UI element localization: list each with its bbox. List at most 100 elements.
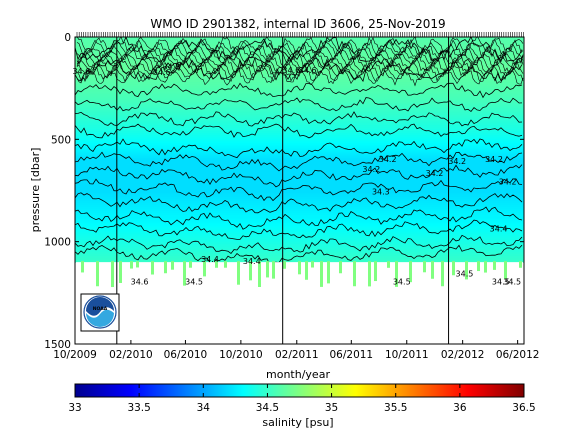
profile-tick-marks bbox=[76, 32, 524, 37]
salinity-band bbox=[75, 237, 524, 241]
x-axis-label: month/year bbox=[266, 368, 330, 381]
contour-line bbox=[75, 82, 523, 99]
salinity-band bbox=[75, 182, 524, 185]
partial-profile bbox=[305, 261, 308, 280]
partial-profile bbox=[409, 261, 412, 283]
salinity-band bbox=[75, 174, 524, 177]
salinity-band bbox=[75, 229, 524, 233]
salinity-band bbox=[75, 116, 524, 120]
contour-line bbox=[75, 123, 523, 139]
salinity-band bbox=[75, 51, 524, 54]
salinity-band bbox=[75, 131, 524, 134]
contour-label: 34.6 bbox=[299, 66, 317, 75]
partial-profile bbox=[484, 261, 487, 273]
salinity-band bbox=[75, 245, 524, 249]
salinity-band bbox=[75, 170, 524, 173]
partial-profile bbox=[452, 261, 455, 276]
salinity-band bbox=[75, 90, 524, 93]
partial-profile bbox=[136, 261, 139, 268]
salinity-band bbox=[75, 180, 524, 183]
partial-profile bbox=[504, 261, 507, 280]
salinity-band bbox=[75, 198, 524, 202]
partial-profile bbox=[249, 261, 252, 281]
salinity-band bbox=[75, 167, 524, 171]
salinity-band bbox=[75, 57, 524, 61]
partial-profile bbox=[283, 261, 286, 269]
salinity-band bbox=[75, 108, 524, 112]
colorbar-gradient bbox=[74, 383, 525, 398]
salinity-band bbox=[75, 59, 524, 63]
partial-profile bbox=[272, 261, 275, 279]
contour-label: 34.5 bbox=[492, 278, 510, 287]
salinity-band bbox=[75, 241, 524, 245]
partial-profile bbox=[519, 261, 522, 268]
salinity-band bbox=[75, 55, 524, 59]
svg-text:NOAA: NOAA bbox=[93, 306, 108, 312]
contour-label: 34.5 bbox=[456, 269, 474, 278]
x-tick-label: 06/2011 bbox=[329, 349, 373, 361]
partial-profile bbox=[164, 261, 167, 274]
salinity-band bbox=[75, 231, 524, 235]
contour-label: 34.2 bbox=[362, 165, 380, 174]
salinity-band bbox=[75, 206, 524, 210]
salinity-band bbox=[75, 163, 524, 167]
salinity-band bbox=[75, 63, 524, 67]
contour-line bbox=[75, 151, 523, 172]
salinity-band bbox=[75, 135, 524, 138]
colorbar-tick-label: 36 bbox=[453, 402, 467, 414]
partial-profile bbox=[477, 261, 480, 272]
salinity-band bbox=[75, 125, 524, 128]
salinity-band bbox=[75, 239, 524, 243]
partial-profile bbox=[96, 261, 99, 287]
partial-profile bbox=[368, 261, 371, 287]
y-axis-label: pressure [dbar] bbox=[29, 148, 42, 233]
salinity-band bbox=[75, 47, 524, 50]
salinity-band bbox=[75, 258, 524, 261]
salinity-band bbox=[75, 235, 524, 239]
plot-area: 34.6 34.634.8 34.634.634.234.2 34.234.334.2… bbox=[44, 32, 539, 361]
contour-label: 34.2 bbox=[448, 157, 466, 166]
partial-profile bbox=[395, 261, 398, 287]
salinity-band bbox=[75, 102, 524, 106]
salinity-band bbox=[75, 104, 524, 108]
partial-profile bbox=[327, 261, 330, 284]
salinity-band bbox=[75, 161, 524, 165]
partial-profile bbox=[431, 261, 434, 279]
salinity-band bbox=[75, 127, 524, 130]
y-axis: 0 500 1000 1500 bbox=[44, 32, 524, 351]
partial-profile bbox=[171, 261, 174, 270]
salinity-band bbox=[75, 122, 524, 126]
salinity-band bbox=[75, 243, 524, 247]
colorbar: 33 33.5 34 34.5 35 35.5 36 36.5 bbox=[68, 383, 536, 414]
salinity-band bbox=[75, 225, 524, 228]
contour-label: 34.5 bbox=[393, 278, 411, 287]
salinity-band bbox=[75, 213, 524, 216]
partial-profile bbox=[374, 261, 377, 282]
contour-labels: 34.6 34.634.8 34.634.634.234.2 34.234.334.2… bbox=[72, 63, 521, 287]
partial-profile bbox=[81, 261, 84, 273]
x-tick-label: 02/2012 bbox=[441, 349, 485, 361]
partial-profile bbox=[320, 261, 323, 287]
contour-line bbox=[75, 164, 523, 188]
salinity-band bbox=[75, 43, 524, 46]
salinity-band bbox=[75, 184, 524, 188]
contour-label: 34.2 bbox=[426, 169, 444, 178]
x-tick-label: 06/2010 bbox=[164, 349, 208, 361]
colorbar-ticks: 33 33.5 34 34.5 35 35.5 36 36.5 bbox=[68, 384, 536, 414]
colorbar-tick-label: 33.5 bbox=[127, 402, 150, 414]
salinity-band bbox=[75, 223, 524, 226]
salinity-band bbox=[75, 172, 524, 175]
contour-label: 34.6 bbox=[153, 68, 171, 77]
salinity-band bbox=[75, 98, 524, 102]
salinity-band bbox=[75, 215, 524, 218]
contour-label: 34.6 bbox=[131, 278, 149, 287]
salinity-band bbox=[75, 194, 524, 198]
contour-line bbox=[75, 206, 523, 230]
contour-line bbox=[75, 178, 523, 202]
salinity-band bbox=[75, 82, 524, 85]
contour-label: 34.3 bbox=[372, 188, 390, 197]
salinity-band bbox=[75, 77, 524, 81]
partial-profile bbox=[258, 261, 261, 288]
salinity-band bbox=[75, 141, 524, 145]
